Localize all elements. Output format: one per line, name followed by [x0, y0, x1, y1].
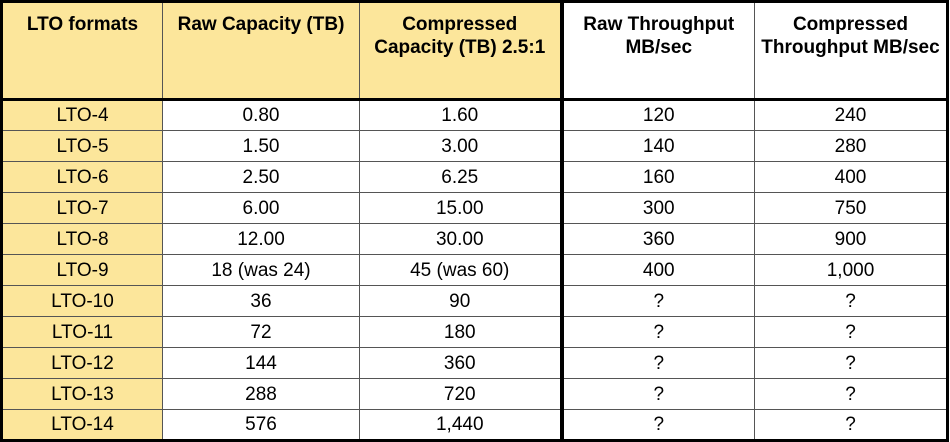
compressed-throughput-cell: 280	[754, 130, 948, 162]
raw-throughput-cell: ?	[559, 347, 755, 379]
compressed-capacity-cell: 3.00	[359, 130, 563, 162]
format-cell: LTO-12	[1, 347, 163, 379]
table-row: LTO-13 288 720??	[1, 378, 948, 410]
header-row: LTO formats Raw Capacity (TB) Compressed…	[1, 1, 948, 101]
header-lto-formats: LTO formats	[1, 1, 163, 101]
format-cell: LTO-11	[1, 316, 163, 348]
raw-throughput-cell: 300	[559, 192, 755, 224]
raw-throughput-cell: 140	[559, 130, 755, 162]
format-cell: LTO-8	[1, 223, 163, 255]
raw-capacity-cell: 576	[162, 409, 360, 441]
format-cell: LTO-4	[1, 99, 163, 131]
header-raw-throughput: Raw Throughput MB/sec	[559, 1, 755, 101]
compressed-throughput-cell: ?	[754, 285, 948, 317]
table-row: LTO-6 2.50 6.25 160 400	[1, 161, 948, 193]
header-compressed-throughput: Compressed Throughput MB/sec	[754, 1, 948, 101]
raw-throughput-cell: ?	[559, 378, 755, 410]
raw-capacity-cell: 144	[162, 347, 360, 379]
compressed-throughput-cell: 240	[754, 99, 948, 131]
compressed-capacity-cell: 720	[359, 378, 563, 410]
table-row: LTO-11 72 180??	[1, 316, 948, 348]
table-body: LTO-4 0.80 1.60 120 240 LTO-5 1.50 3.00 140 280 LT…	[1, 99, 948, 441]
format-cell: LTO-14	[1, 409, 163, 441]
compressed-capacity-cell: 45 (was 60)	[359, 254, 563, 286]
table-row: LTO-7 6.00 15.00 300 750	[1, 192, 948, 224]
compressed-capacity-cell: 1,440	[359, 409, 563, 441]
compressed-throughput-cell: 750	[754, 192, 948, 224]
compressed-capacity-cell: 15.00	[359, 192, 563, 224]
format-cell: LTO-5	[1, 130, 163, 162]
compressed-capacity-cell: 90	[359, 285, 563, 317]
table-row: LTO-4 0.80 1.60 120 240	[1, 99, 948, 131]
compressed-throughput-cell: 1,000	[754, 254, 948, 286]
raw-capacity-cell: 2.50	[162, 161, 360, 193]
compressed-throughput-cell: 900	[754, 223, 948, 255]
table-row: LTO-12 144 360??	[1, 347, 948, 379]
raw-capacity-cell: 18 (was 24)	[162, 254, 360, 286]
raw-capacity-cell: 1.50	[162, 130, 360, 162]
compressed-throughput-cell: 400	[754, 161, 948, 193]
compressed-capacity-cell: 360	[359, 347, 563, 379]
header-raw-capacity: Raw Capacity (TB)	[162, 1, 360, 101]
format-cell: LTO-7	[1, 192, 163, 224]
compressed-capacity-cell: 30.00	[359, 223, 563, 255]
table-row: LTO-10 36 90??	[1, 285, 948, 317]
raw-capacity-cell: 72	[162, 316, 360, 348]
format-cell: LTO-13	[1, 378, 163, 410]
raw-capacity-cell: 36	[162, 285, 360, 317]
format-cell: LTO-6	[1, 161, 163, 193]
raw-capacity-cell: 0.80	[162, 99, 360, 131]
raw-capacity-cell: 288	[162, 378, 360, 410]
table-row: LTO-9 18 (was 24) 45 (was 60) 400 1,000	[1, 254, 948, 286]
format-cell: LTO-9	[1, 254, 163, 286]
compressed-capacity-cell: 6.25	[359, 161, 563, 193]
header-compressed-capacity: Compressed Capacity (TB) 2.5:1	[359, 1, 563, 101]
compressed-throughput-cell: ?	[754, 409, 948, 441]
table-row: LTO-8 12.00 30.00 360 900	[1, 223, 948, 255]
raw-throughput-cell: 360	[559, 223, 755, 255]
table-row: LTO-5 1.50 3.00 140 280	[1, 130, 948, 162]
raw-throughput-cell: ?	[559, 409, 755, 441]
raw-throughput-cell: 120	[559, 99, 755, 131]
compressed-capacity-cell: 1.60	[359, 99, 563, 131]
raw-capacity-cell: 12.00	[162, 223, 360, 255]
table-row: LTO-14 576 1,440??	[1, 409, 948, 441]
raw-throughput-cell: ?	[559, 316, 755, 348]
compressed-throughput-cell: ?	[754, 316, 948, 348]
raw-capacity-cell: 6.00	[162, 192, 360, 224]
raw-throughput-cell: ?	[559, 285, 755, 317]
raw-throughput-cell: 400	[559, 254, 755, 286]
format-cell: LTO-10	[1, 285, 163, 317]
compressed-throughput-cell: ?	[754, 347, 948, 379]
compressed-capacity-cell: 180	[359, 316, 563, 348]
compressed-throughput-cell: ?	[754, 378, 948, 410]
raw-throughput-cell: 160	[559, 161, 755, 193]
